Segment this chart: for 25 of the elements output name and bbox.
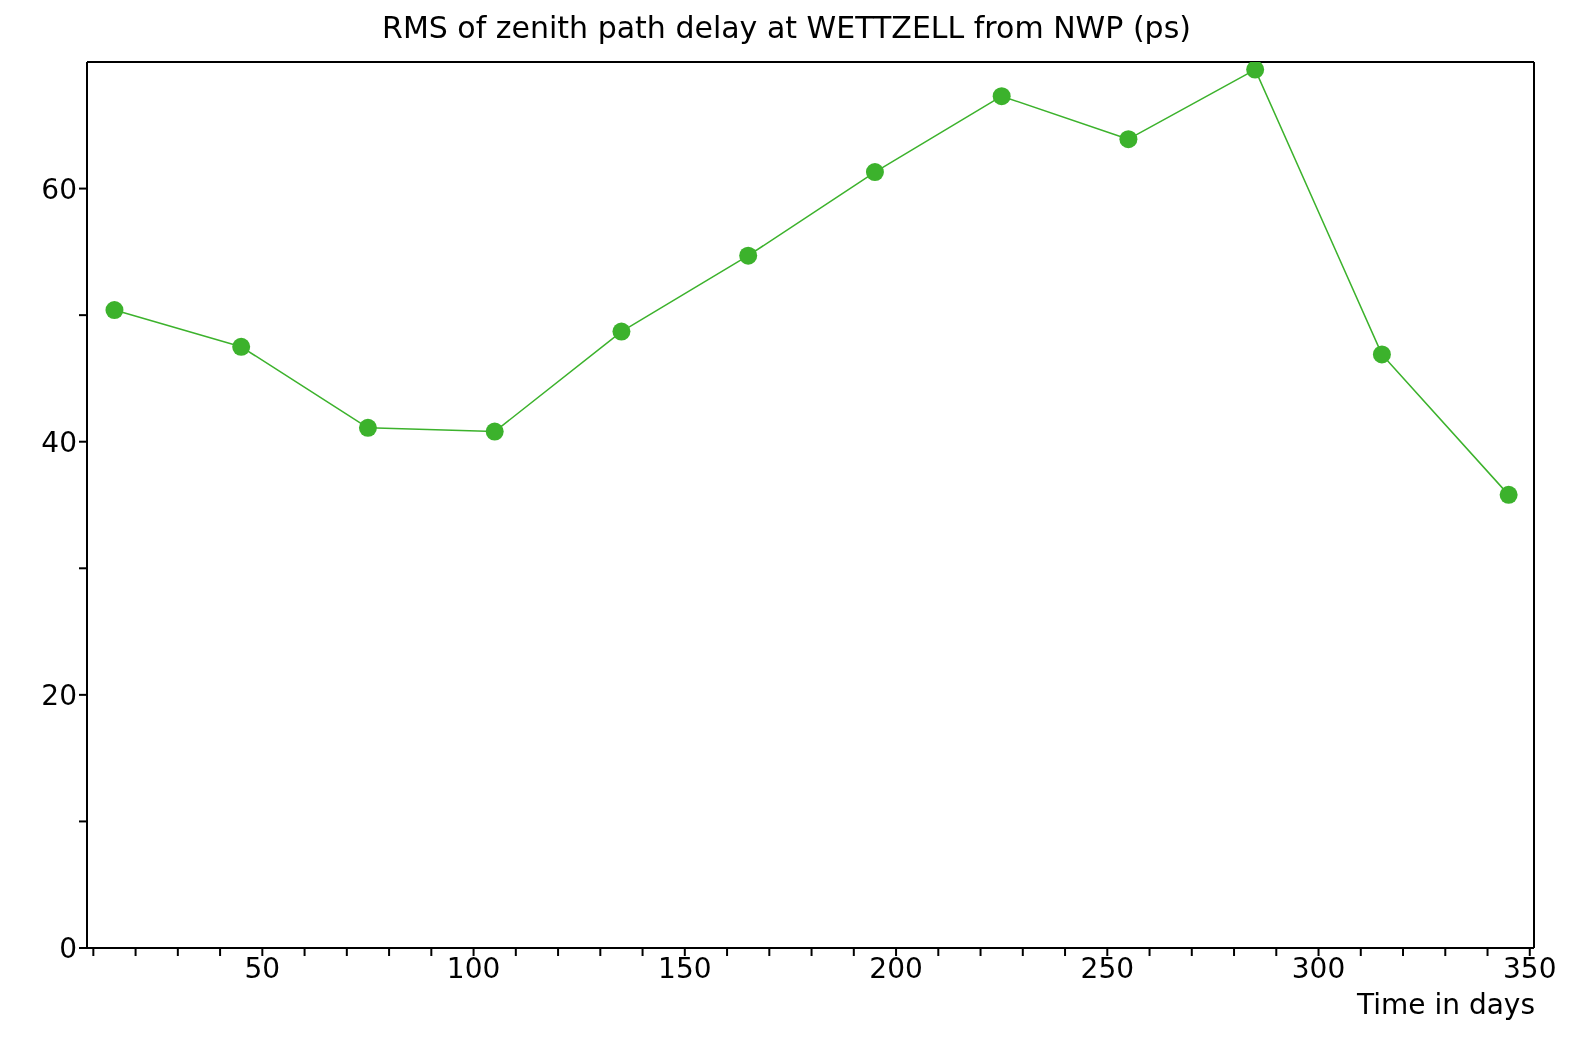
x-tick-label: 300	[1291, 951, 1346, 985]
y-tick-label: 40	[41, 425, 77, 459]
x-tick-label: 150	[658, 951, 712, 985]
point	[1246, 62, 1265, 79]
y-tick-label: 0	[59, 931, 77, 965]
x-tick-label: 250	[1080, 951, 1135, 985]
chart-title: RMS of zenith path delay at WETTZELL from NWP (ps)	[381, 10, 1192, 45]
point	[485, 422, 504, 441]
point	[612, 322, 631, 341]
x-tick-label: 200	[869, 951, 923, 985]
x-tick-label: 350	[1503, 951, 1557, 985]
point	[992, 87, 1011, 106]
x-axis-title: Time in days	[1357, 988, 1535, 1021]
point	[105, 301, 124, 320]
point	[232, 337, 251, 356]
x-tick-label: 50	[244, 951, 281, 985]
x-tick-label: 100	[446, 951, 501, 985]
point	[1119, 130, 1138, 149]
point	[358, 418, 377, 437]
point	[1372, 345, 1391, 364]
point	[865, 163, 884, 182]
y-tick-label: 60	[41, 172, 77, 206]
point	[1499, 485, 1518, 504]
point	[739, 246, 758, 265]
y-tick-label: 20	[41, 678, 77, 712]
